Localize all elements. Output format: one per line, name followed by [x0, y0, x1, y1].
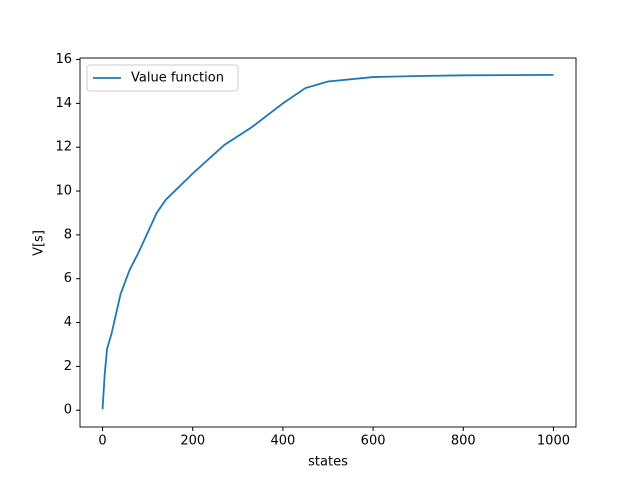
- legend: [86, 64, 239, 92]
- y-tick-label: 10: [55, 184, 72, 199]
- y-tick-label: 4: [64, 315, 72, 330]
- y-tick-label: 6: [64, 271, 72, 286]
- y-tick-label: 14: [55, 96, 72, 111]
- y-tick-label: 12: [55, 140, 72, 155]
- plot-frame: [79, 57, 577, 428]
- x-tick-label: 600: [361, 434, 386, 449]
- x-tick-label: 400: [270, 434, 295, 449]
- y-tick-label: 16: [55, 52, 72, 67]
- legend-label: Value function: [131, 71, 224, 86]
- x-tick-label: 200: [180, 434, 205, 449]
- x-axis-label: states: [308, 455, 348, 470]
- y-tick-label: 8: [64, 227, 72, 242]
- line: [101, 73, 554, 410]
- x-tick-label: 800: [451, 434, 476, 449]
- x-tick-label: 1000: [537, 434, 570, 449]
- x-tick-label: 0: [98, 434, 106, 449]
- y-tick-label: 2: [64, 359, 72, 374]
- y-axis-label: V[s]: [32, 230, 47, 256]
- y-tick-label: 0: [64, 403, 72, 418]
